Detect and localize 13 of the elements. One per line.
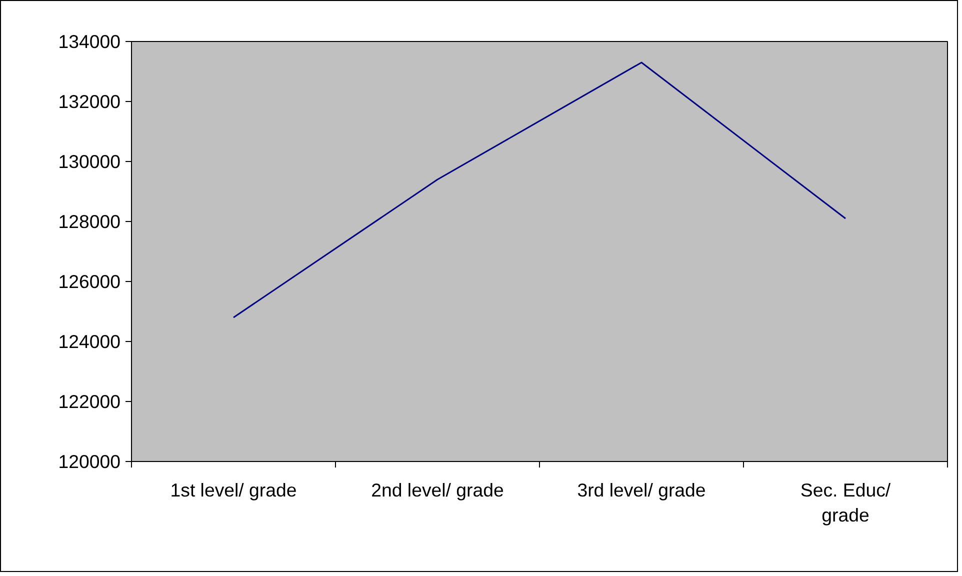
x-tick-label: Sec. Educ/ grade — [800, 480, 892, 526]
x-tick-label: 1st level/ grade — [170, 480, 297, 500]
y-tick-label: 120000 — [58, 451, 121, 472]
y-tick-label: 124000 — [58, 331, 121, 352]
x-tick-label: 2nd level/ grade — [371, 480, 504, 500]
line-series — [232, 62, 846, 318]
x-tick-label: 3rd level/ grade — [577, 480, 706, 500]
y-tick-label: 126000 — [58, 271, 121, 292]
y-tick-label: 122000 — [58, 391, 121, 412]
y-tick-label: 128000 — [58, 211, 121, 232]
y-tick-label: 132000 — [58, 91, 121, 112]
y-tick-label: 130000 — [58, 151, 121, 172]
y-tick-label: 134000 — [58, 31, 121, 52]
